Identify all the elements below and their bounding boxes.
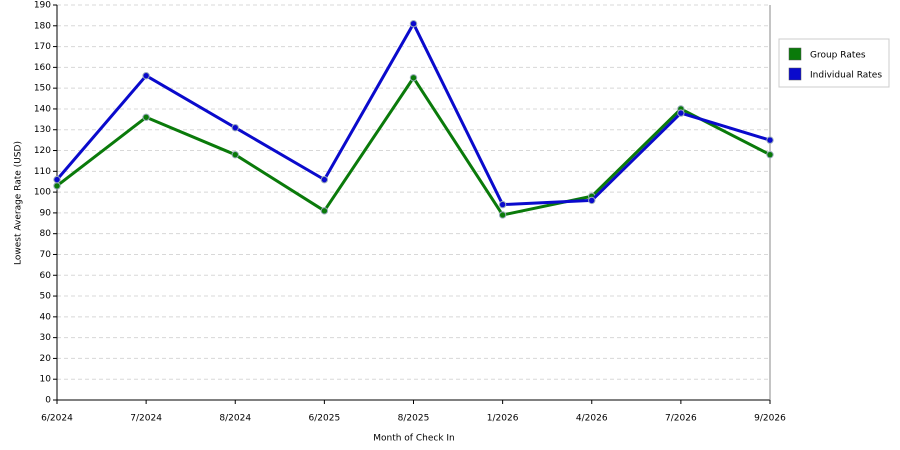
y-tick-label: 0 — [45, 396, 51, 406]
data-point — [498, 211, 507, 219]
y-tick-label: 60 — [40, 271, 52, 281]
x-tick-label: 6/2024 — [41, 414, 73, 424]
legend-swatch — [788, 67, 802, 81]
data-point — [320, 207, 329, 215]
data-point — [409, 74, 418, 82]
y-tick-label: 180 — [34, 21, 51, 31]
data-point — [766, 150, 774, 159]
x-tick-label: 7/2026 — [665, 414, 697, 424]
y-tick-label: 80 — [40, 229, 52, 239]
y-tick-label: 40 — [40, 312, 52, 322]
y-tick-label: 120 — [34, 146, 51, 156]
data-point — [231, 123, 239, 132]
y-tick-label: 160 — [34, 63, 51, 73]
data-point — [588, 196, 596, 205]
y-tick-label: 130 — [34, 125, 51, 135]
y-tick-label: 10 — [40, 375, 52, 385]
x-tick-label: 8/2025 — [398, 414, 430, 424]
data-point — [677, 109, 685, 117]
x-tick-label: 6/2025 — [309, 414, 341, 424]
y-tick-label: 190 — [34, 1, 51, 11]
data-point — [142, 71, 150, 80]
y-tick-label: 110 — [34, 167, 51, 177]
x-tick-label: 9/2026 — [754, 414, 786, 424]
y-tick-label: 100 — [34, 188, 51, 198]
y-tick-label: 20 — [40, 354, 52, 364]
data-point — [53, 182, 61, 190]
y-tick-label: 50 — [40, 292, 52, 302]
legend-label: Group Rates — [810, 51, 866, 61]
y-axis-title: Lowest Average Rate (USD) — [14, 141, 24, 265]
y-tick-label: 70 — [40, 250, 52, 260]
y-tick-label: 170 — [34, 42, 51, 52]
y-tick-label: 150 — [34, 84, 51, 94]
legend-swatch — [788, 47, 802, 61]
x-axis-title: Month of Check In — [373, 434, 455, 444]
data-point — [498, 200, 507, 209]
data-point — [53, 175, 61, 184]
data-point — [320, 175, 329, 184]
y-tick-label: 140 — [34, 104, 51, 114]
x-tick-label: 1/2026 — [487, 414, 519, 424]
data-point — [142, 113, 150, 121]
legend-label: Individual Rates — [810, 71, 882, 81]
data-point — [231, 150, 239, 159]
data-point — [766, 136, 774, 144]
x-tick-label: 8/2024 — [219, 414, 251, 424]
x-tick-label: 4/2026 — [576, 414, 608, 424]
plot-area — [57, 5, 770, 400]
y-tick-label: 90 — [40, 208, 52, 218]
x-tick-label: 7/2024 — [130, 414, 162, 424]
y-tick-label: 30 — [40, 333, 52, 343]
data-point — [409, 20, 418, 28]
